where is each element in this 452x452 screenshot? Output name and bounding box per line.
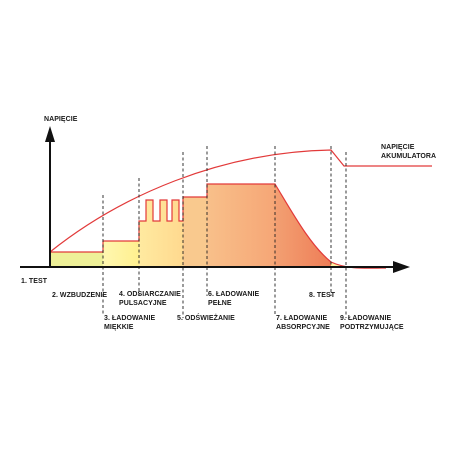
stage-5-label: 5. ODŚWIEŻANIE bbox=[177, 315, 235, 322]
stage-4-label: 4. ODSIARCZANIE PULSACYJNE bbox=[119, 291, 181, 307]
stage-6-label: 6. ŁADOWANIE PEŁNE bbox=[208, 291, 260, 307]
x-axis-arrow bbox=[393, 261, 410, 273]
stage-2-label: 2. WZBUDZENIE bbox=[52, 292, 108, 299]
zone-wzbudzenie bbox=[50, 252, 103, 267]
stage-7-label: 7. ŁADOWANIE ABSORPCYJNE bbox=[276, 315, 330, 331]
stage-3-label: 3. ŁADOWANIE MIĘKKIE bbox=[104, 315, 156, 331]
zone-ladowanie-pelne bbox=[207, 184, 275, 267]
stage-separators bbox=[102, 146, 347, 318]
stage-1-label: 1. TEST bbox=[21, 278, 48, 285]
zone-ladowanie-absorpcyjne bbox=[275, 184, 331, 267]
y-axis-label: NAPIĘCIE bbox=[44, 116, 78, 123]
axes bbox=[20, 126, 410, 273]
zone-ladowanie-miekkie bbox=[103, 241, 139, 267]
zone-odswiezanie bbox=[183, 197, 207, 267]
y-axis-arrow bbox=[45, 126, 55, 142]
battery-voltage-label: NAPIĘCIE AKUMULATORA bbox=[381, 144, 437, 160]
stage-9-label: 9. ŁADOWANIE PODTRZYMUJĄCE bbox=[340, 315, 404, 331]
battery-voltage-curve bbox=[49, 149, 432, 253]
zone-test-podtrzymujace bbox=[331, 262, 346, 267]
stage-8-label: 8. TEST bbox=[309, 292, 336, 299]
